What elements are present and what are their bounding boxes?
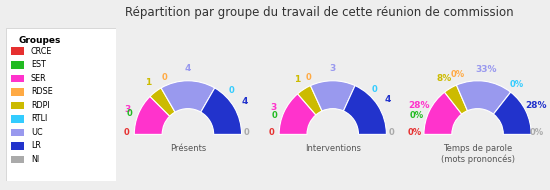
Text: 0%: 0% <box>407 128 421 137</box>
Text: 28%: 28% <box>526 101 547 110</box>
Text: CRCE: CRCE <box>31 47 52 56</box>
Text: 0: 0 <box>244 128 250 137</box>
Wedge shape <box>456 81 510 114</box>
FancyBboxPatch shape <box>11 115 24 123</box>
Text: SER: SER <box>31 74 46 83</box>
Text: 0: 0 <box>306 73 311 82</box>
Text: 0%: 0% <box>410 111 424 120</box>
Wedge shape <box>310 81 355 111</box>
Text: 3: 3 <box>270 103 276 112</box>
FancyBboxPatch shape <box>11 129 24 136</box>
Text: 0: 0 <box>268 128 274 137</box>
Text: 4: 4 <box>185 64 191 74</box>
Text: 1: 1 <box>294 75 300 84</box>
Text: 28%: 28% <box>408 101 430 110</box>
Text: 3: 3 <box>329 64 336 74</box>
FancyBboxPatch shape <box>11 142 24 150</box>
Wedge shape <box>161 81 214 112</box>
Text: Groupes: Groupes <box>19 36 61 45</box>
Text: 0: 0 <box>229 86 234 95</box>
FancyBboxPatch shape <box>11 88 24 96</box>
Wedge shape <box>150 88 175 116</box>
Text: 3: 3 <box>124 105 130 114</box>
Text: RTLI: RTLI <box>31 114 47 123</box>
Wedge shape <box>444 85 468 114</box>
Text: 0: 0 <box>372 85 378 94</box>
FancyBboxPatch shape <box>11 74 24 82</box>
FancyBboxPatch shape <box>11 61 24 69</box>
Text: Répartition par groupe du travail de cette réunion de commission: Répartition par groupe du travail de cet… <box>125 6 513 19</box>
FancyBboxPatch shape <box>11 101 24 109</box>
Text: 0: 0 <box>389 128 394 137</box>
FancyBboxPatch shape <box>11 156 24 163</box>
Text: 0%: 0% <box>509 80 524 89</box>
Text: 4: 4 <box>384 94 391 104</box>
Text: 0: 0 <box>162 73 168 82</box>
Text: 33%: 33% <box>475 65 497 74</box>
Text: NI: NI <box>31 155 39 164</box>
Text: RDPI: RDPI <box>31 101 50 110</box>
Text: 0%: 0% <box>530 128 543 137</box>
Wedge shape <box>424 92 461 134</box>
Text: Interventions: Interventions <box>305 144 361 153</box>
Text: EST: EST <box>31 60 46 69</box>
Wedge shape <box>134 97 170 134</box>
Text: 0: 0 <box>127 109 133 118</box>
Wedge shape <box>201 88 241 134</box>
Text: 0: 0 <box>271 111 277 120</box>
Text: Temps de parole
(mots prononcés): Temps de parole (mots prononcés) <box>441 144 515 164</box>
Wedge shape <box>279 94 316 134</box>
FancyBboxPatch shape <box>11 48 24 55</box>
Wedge shape <box>298 86 322 115</box>
Wedge shape <box>493 92 531 134</box>
Text: Présents: Présents <box>170 144 206 153</box>
Text: 4: 4 <box>241 97 248 106</box>
Text: RDSE: RDSE <box>31 87 53 96</box>
Text: 0: 0 <box>123 128 129 137</box>
Text: 0%: 0% <box>451 70 465 79</box>
FancyBboxPatch shape <box>6 28 115 180</box>
Wedge shape <box>343 86 387 134</box>
Text: UC: UC <box>31 128 42 137</box>
Text: LR: LR <box>31 141 41 150</box>
Text: 8%: 8% <box>437 74 452 83</box>
Text: 1: 1 <box>145 78 151 87</box>
